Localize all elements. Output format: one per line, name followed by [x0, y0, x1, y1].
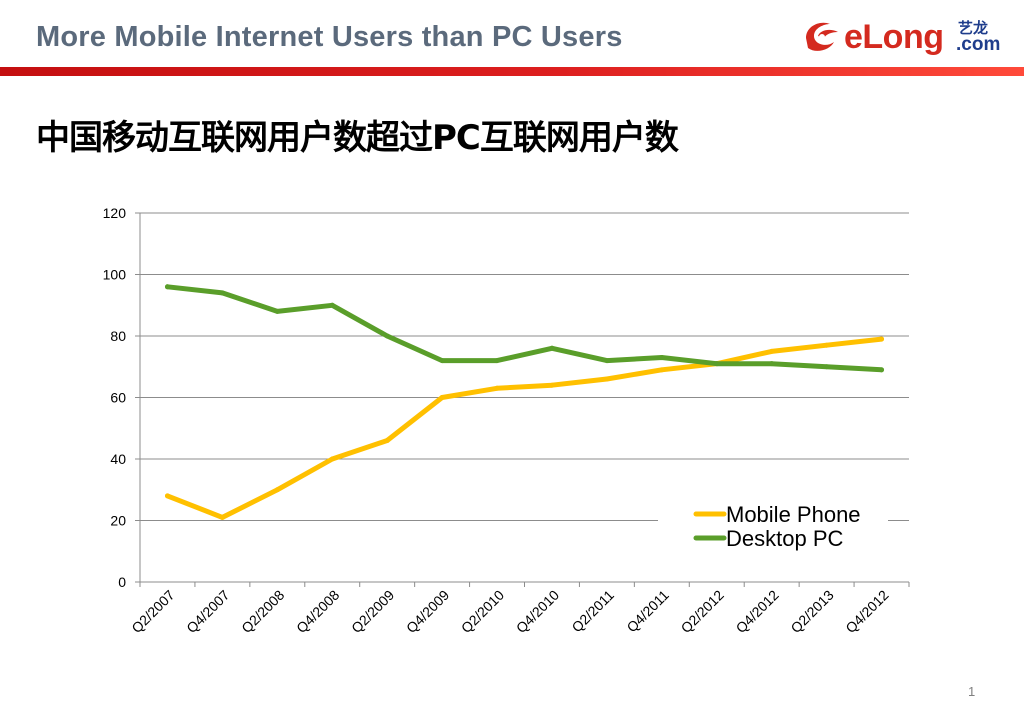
x-tick-label: Q2/2012 — [678, 587, 727, 636]
series-line-mobile-phone — [165, 336, 884, 520]
data-point — [769, 361, 775, 367]
x-tick-label: Q4/2009 — [403, 587, 452, 636]
dragon-icon — [806, 22, 838, 51]
data-point — [274, 487, 280, 493]
legend-box — [658, 500, 888, 560]
data-point — [164, 493, 170, 499]
x-tick-label: Q2/2011 — [568, 587, 617, 636]
data-point — [879, 367, 885, 373]
y-tick-label: 100 — [103, 267, 127, 283]
data-point — [494, 385, 500, 391]
x-tick-label: Q4/2011 — [623, 587, 672, 636]
x-tick-label: Q2/2007 — [128, 587, 177, 636]
x-tick-label: Q4/2008 — [293, 587, 342, 636]
logo-text: eLong — [844, 18, 944, 56]
y-tick-label: 60 — [110, 390, 126, 406]
chart-heading: 中国移动互联网用户数超过PC互联网用户数 — [36, 118, 679, 158]
y-tick-label: 20 — [110, 513, 126, 529]
data-point — [329, 456, 335, 462]
y-tick-label: 40 — [110, 451, 126, 467]
page-number: 1 — [968, 684, 976, 699]
data-point — [604, 358, 610, 364]
data-point — [164, 284, 170, 290]
data-point — [879, 336, 885, 342]
data-point — [659, 355, 665, 361]
slide-header: More Mobile Internet Users than PC Users… — [0, 0, 1024, 68]
legend-label: Desktop PC — [726, 526, 843, 551]
series-lines — [164, 284, 885, 520]
y-tick-label: 80 — [110, 328, 126, 344]
legend-label: Mobile Phone — [726, 502, 861, 527]
x-tick-label: Q2/2013 — [787, 587, 836, 636]
series-line-desktop-pc — [165, 284, 884, 373]
logo-domain: .com — [956, 34, 1001, 55]
elong-logo: eLong 艺龙 .com — [800, 14, 1010, 58]
data-point — [439, 395, 445, 400]
x-tick-label: Q2/2008 — [238, 587, 287, 636]
y-tick-label: 120 — [103, 205, 127, 221]
data-point — [549, 382, 555, 388]
x-tick-label: Q4/2012 — [733, 587, 782, 636]
data-point — [219, 514, 225, 520]
data-point — [769, 348, 775, 354]
data-point — [274, 308, 280, 314]
header-accent-bar — [0, 67, 1024, 76]
data-point — [384, 438, 390, 444]
data-point — [714, 361, 720, 367]
data-point — [659, 367, 665, 373]
data-point — [494, 358, 500, 364]
data-point — [824, 342, 830, 348]
x-tick-label: Q2/2010 — [458, 587, 507, 636]
logo-chinese: 艺龙 — [958, 20, 989, 37]
x-tick-label: Q4/2007 — [183, 587, 232, 636]
data-point — [439, 358, 445, 364]
data-point — [604, 376, 610, 382]
data-point — [219, 290, 225, 296]
x-tick-label: Q4/2012 — [842, 587, 891, 636]
x-tick-label: Q2/2009 — [348, 587, 397, 636]
data-point — [329, 302, 335, 308]
data-point — [549, 345, 555, 351]
data-point — [384, 333, 390, 339]
slide-title: More Mobile Internet Users than PC Users — [36, 21, 623, 53]
x-tick-label: Q4/2010 — [513, 587, 562, 636]
data-point — [824, 364, 830, 370]
y-tick-label: 0 — [118, 574, 126, 590]
